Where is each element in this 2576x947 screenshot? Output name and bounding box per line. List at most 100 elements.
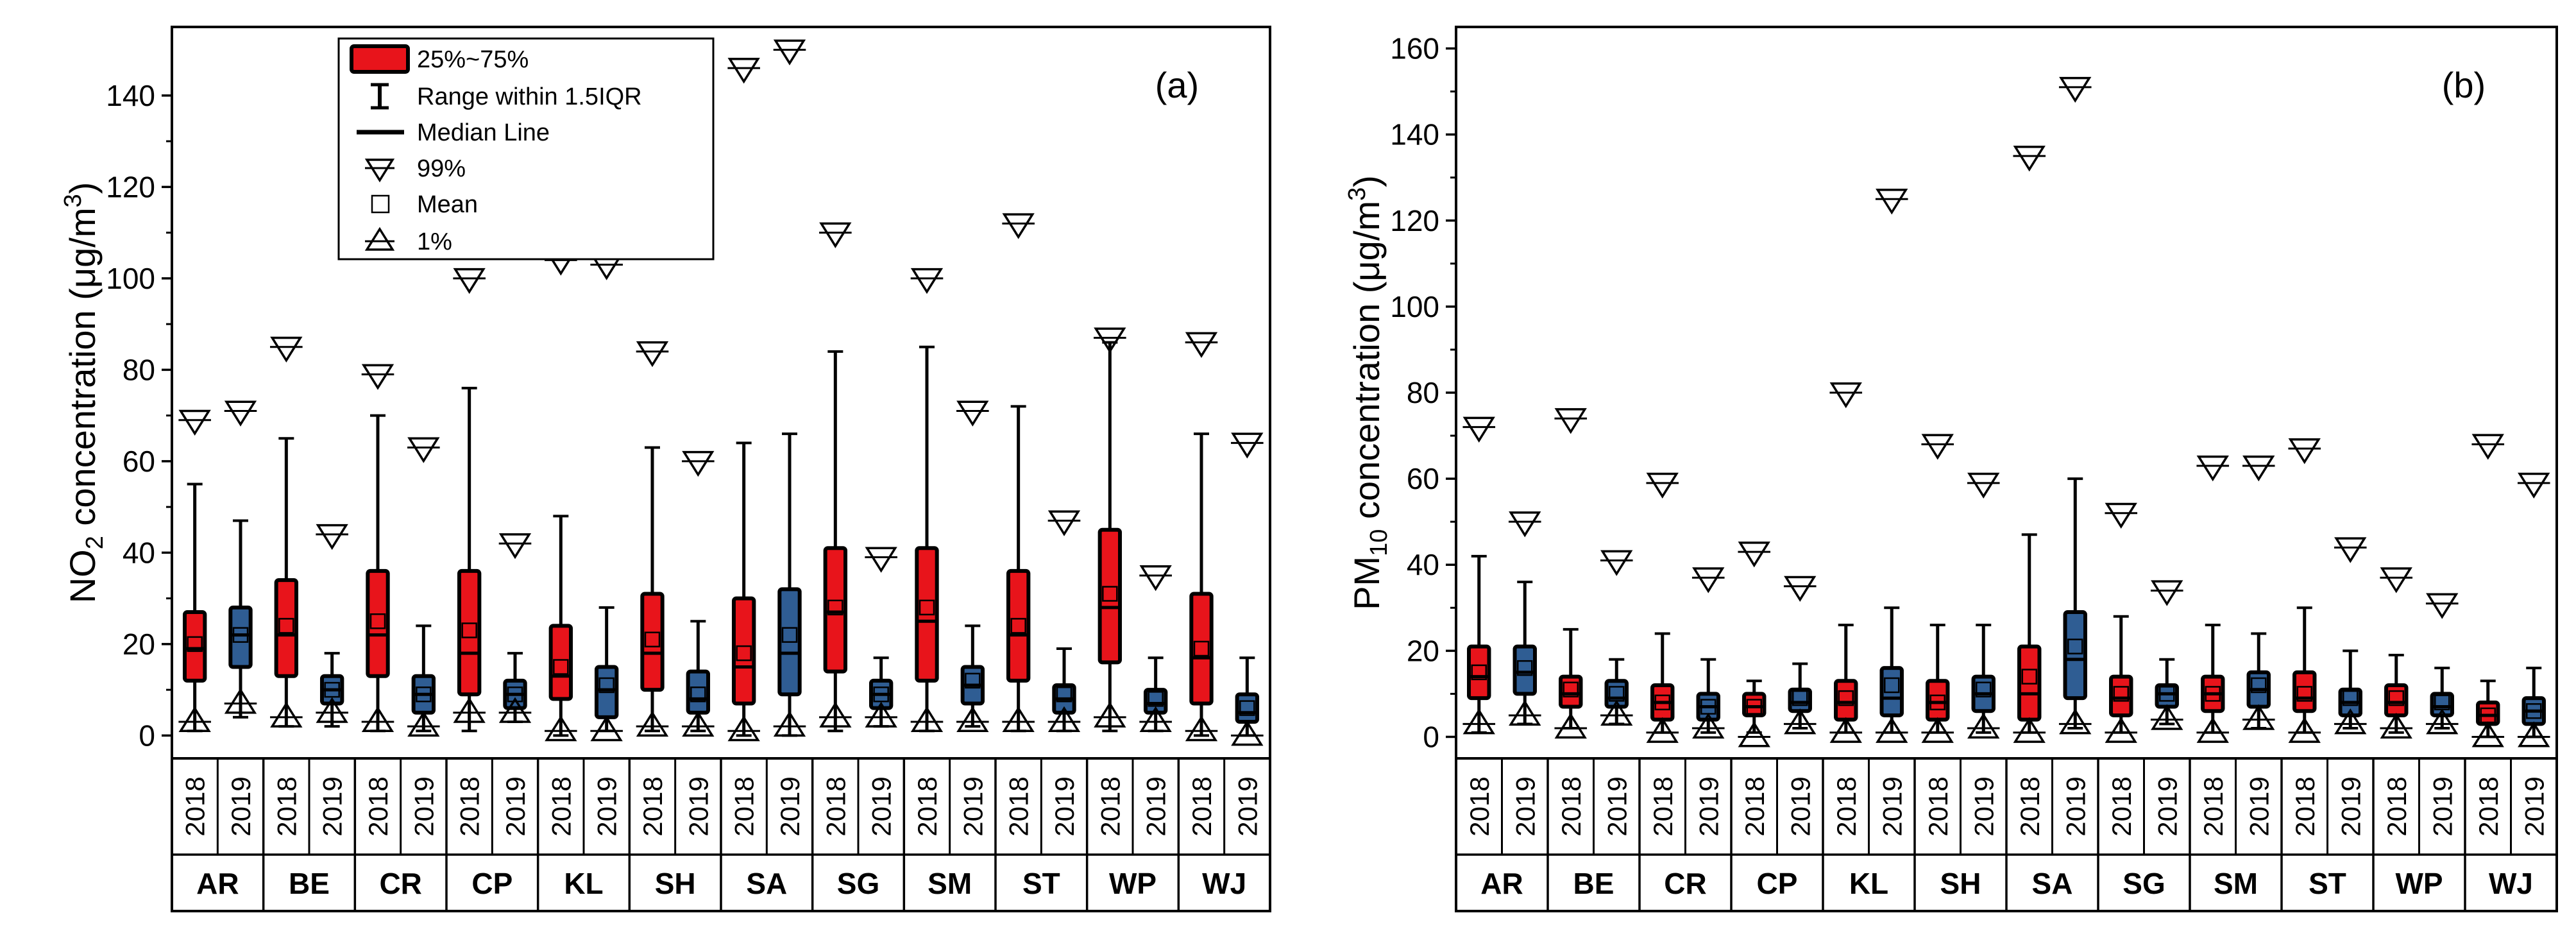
- p1-marker: [2334, 708, 2367, 735]
- y-tick-label: 100: [106, 262, 155, 295]
- mean-marker: [278, 618, 294, 634]
- p99-marker: [2105, 502, 2138, 529]
- p99-triangle: [453, 268, 486, 294]
- p99-marker: [2334, 537, 2367, 563]
- x-year-label: 2019: [683, 776, 713, 836]
- p1-marker: [727, 715, 760, 742]
- x-site-label: ST: [2309, 867, 2346, 900]
- p99-triangle: [2380, 567, 2412, 593]
- p1-marker: [1967, 712, 2000, 739]
- x-year-label: 2018: [363, 776, 393, 836]
- p99-marker: [178, 409, 211, 436]
- mean-marker: [736, 645, 752, 661]
- box-plot-ST-2018: [1002, 213, 1035, 733]
- x-year-label: 2019: [775, 776, 805, 836]
- x-year-label: 2019: [226, 776, 256, 836]
- y-tick-label: 40: [123, 536, 155, 569]
- p99-triangle: [2013, 146, 2046, 172]
- box-plot-KL-2018: [545, 250, 577, 742]
- iqr-box: [366, 568, 390, 678]
- p99-triangle: [1047, 510, 1081, 536]
- p1-marker: [1047, 706, 1081, 733]
- x-site-label: AR: [196, 867, 239, 900]
- x-site-label: SA: [746, 867, 787, 900]
- mean-marker: [2526, 703, 2542, 719]
- mean-marker: [965, 672, 981, 689]
- p99-marker: [1185, 332, 1218, 358]
- x-year-label: 2019: [1693, 776, 1724, 836]
- x-site-label: SG: [2123, 867, 2165, 900]
- x-site-label: WP: [2395, 867, 2443, 900]
- p1-marker: [545, 715, 577, 742]
- iqr-box: [274, 578, 299, 678]
- mean-marker: [1193, 640, 1210, 657]
- p99-triangle: [1646, 472, 1679, 499]
- p99-marker: [1047, 510, 1081, 536]
- p99-triangle: [2105, 502, 2137, 529]
- mean-marker: [324, 681, 340, 698]
- p99-triangle: [1185, 332, 1218, 358]
- iqr-box: [1097, 527, 1123, 665]
- x-year-label: 2019: [867, 776, 897, 836]
- x-year-label: 2018: [2290, 776, 2320, 836]
- p99-marker: [316, 524, 348, 550]
- p1-triangle: [270, 701, 303, 728]
- box-plot-KL-2018: [1829, 382, 1863, 743]
- box-plot-CR-2019: [1691, 567, 1725, 739]
- x-year-label: 2019: [1232, 776, 1262, 836]
- x-site-label: SM: [2214, 867, 2258, 900]
- p99-triangle: [2288, 438, 2321, 465]
- mean-marker: [2021, 669, 2037, 685]
- mean-marker: [1471, 664, 1487, 681]
- p99-marker: [1875, 189, 1908, 215]
- p1-triangle: [956, 706, 989, 733]
- p1-triangle: [1600, 699, 1633, 726]
- p99-triangle: [1231, 432, 1264, 459]
- p1-triangle: [498, 697, 532, 723]
- x-year-label: 2018: [1831, 776, 1861, 836]
- p1-triangle: [819, 701, 852, 728]
- p1-triangle: [590, 715, 623, 742]
- p1-marker: [590, 715, 623, 742]
- p1-triangle: [636, 710, 669, 737]
- p1-triangle: [2426, 708, 2459, 735]
- p1-marker: [1002, 706, 1035, 733]
- legend-box-swatch: [350, 44, 410, 74]
- x-year-label: 2018: [1740, 776, 1770, 836]
- p1-triangle: [865, 701, 897, 728]
- x-site-label: WJ: [2489, 867, 2533, 900]
- mean-marker: [1792, 690, 1808, 706]
- box-plot-WJ-2018: [1185, 332, 1218, 742]
- p99-marker: [224, 400, 257, 427]
- y-tick-label: 120: [1390, 204, 1439, 237]
- p99-marker: [407, 437, 440, 463]
- p1-triangle: [2380, 712, 2412, 739]
- p99-triangle: [2518, 472, 2550, 499]
- box-plot-BE-2019: [1600, 550, 1633, 726]
- y-tick-label: 0: [1423, 720, 1439, 753]
- p99-triangle: [636, 341, 669, 368]
- p1-triangle: [361, 706, 394, 733]
- legend: 25%~75% Range within 1.5IQR Median Line 99%…: [337, 37, 715, 260]
- p99-triangle: [1921, 434, 1954, 460]
- p99-triangle: [2196, 455, 2229, 482]
- p99-marker: [727, 58, 760, 84]
- mean-marker: [827, 599, 843, 616]
- p1-marker: [2425, 708, 2459, 735]
- box-plot-WP-2018: [2380, 567, 2413, 739]
- p99-marker: [2196, 455, 2230, 482]
- p1-triangle: [1692, 712, 1725, 739]
- p99-marker: [1829, 382, 1863, 409]
- p1-marker: [865, 701, 897, 728]
- box-plot-WP-2019: [1139, 565, 1172, 733]
- p1-marker: [2380, 712, 2413, 739]
- p99-marker: [2380, 567, 2413, 593]
- box-plot-KL-2019: [590, 254, 623, 742]
- y-axis-label: PM10 concentration (μg/m3): [1344, 175, 1393, 610]
- p99-triangle: [1784, 576, 1817, 602]
- p1-triangle: [1047, 706, 1081, 733]
- x-year-label: 2019: [2427, 776, 2457, 836]
- p1-marker: [1829, 717, 1863, 743]
- p99-marker: [1600, 550, 1633, 576]
- iqr-box: [457, 568, 482, 697]
